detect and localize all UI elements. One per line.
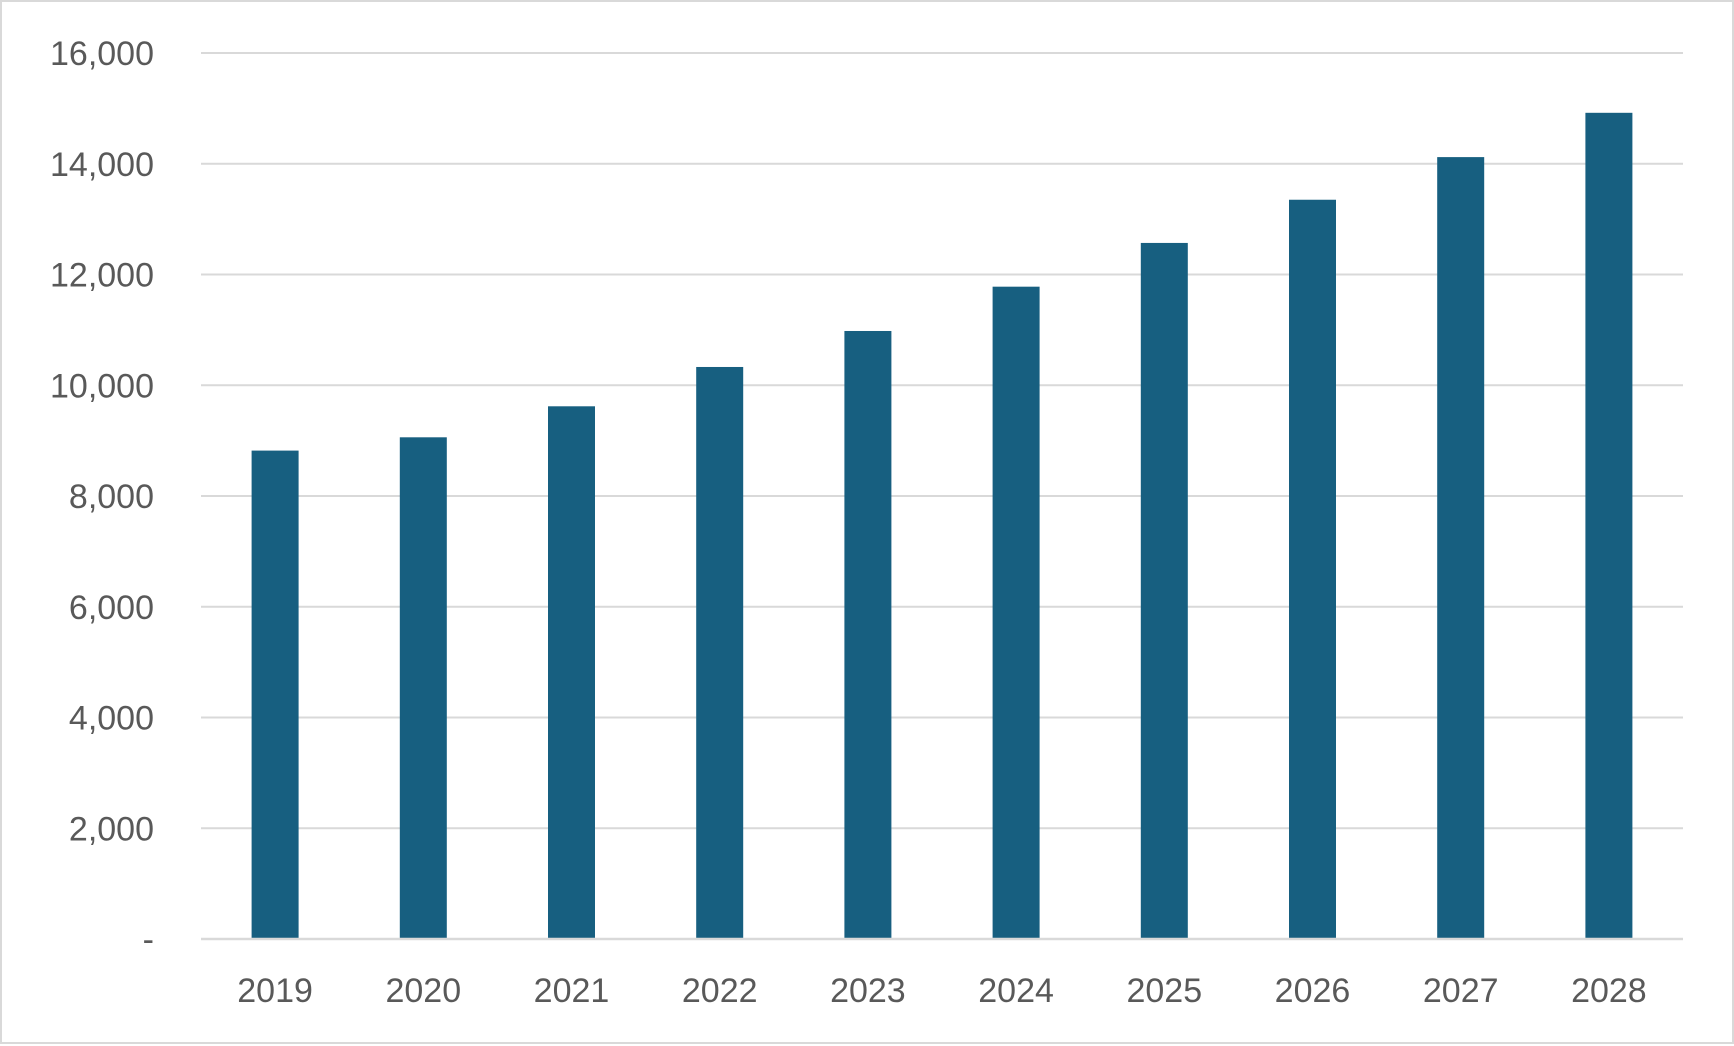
bar-2027 — [1437, 157, 1485, 940]
bar-2019 — [251, 450, 299, 939]
x-tick-label: 2020 — [385, 972, 461, 1010]
x-tick-label: 2026 — [1275, 972, 1351, 1010]
bars — [251, 112, 1633, 940]
bar-2023 — [844, 330, 892, 939]
bar-2020 — [399, 437, 447, 939]
y-tick-label: 8,000 — [69, 478, 154, 516]
y-tick-label: 10,000 — [50, 367, 154, 405]
y-tick-label: 4,000 — [69, 700, 154, 738]
x-tick-label: 2022 — [682, 972, 758, 1010]
bar-2021 — [548, 406, 595, 940]
x-axis-tick-labels: 2019 2020 2021 2022 2023 2024 2025 2026 2027 2028 — [237, 972, 1646, 1010]
x-tick-label: 2024 — [978, 972, 1054, 1010]
x-tick-label: 2027 — [1423, 972, 1499, 1010]
x-tick-label: 2021 — [534, 972, 610, 1010]
y-tick-label: 2,000 — [69, 810, 154, 848]
y-tick-label: 6,000 — [69, 589, 154, 627]
bar-2028 — [1585, 112, 1633, 940]
y-tick-label: - — [143, 921, 154, 959]
y-tick-label: 12,000 — [50, 257, 154, 295]
bar-2025 — [1140, 242, 1188, 939]
bar-2024 — [992, 286, 1040, 939]
y-tick-label: 14,000 — [50, 146, 154, 184]
x-tick-label: 2023 — [830, 972, 906, 1010]
bar-2026 — [1289, 199, 1336, 939]
bar-2022 — [696, 366, 744, 939]
gridlines — [201, 52, 1683, 830]
y-axis-tick-labels: - 2,000 4,000 6,000 8,000 10,000 12,000 14,000 1… — [50, 35, 154, 959]
x-tick-label: 2028 — [1571, 972, 1647, 1010]
x-tick-label: 2019 — [237, 972, 313, 1010]
x-tick-label: 2025 — [1126, 972, 1202, 1010]
y-tick-label: 16,000 — [50, 35, 154, 73]
